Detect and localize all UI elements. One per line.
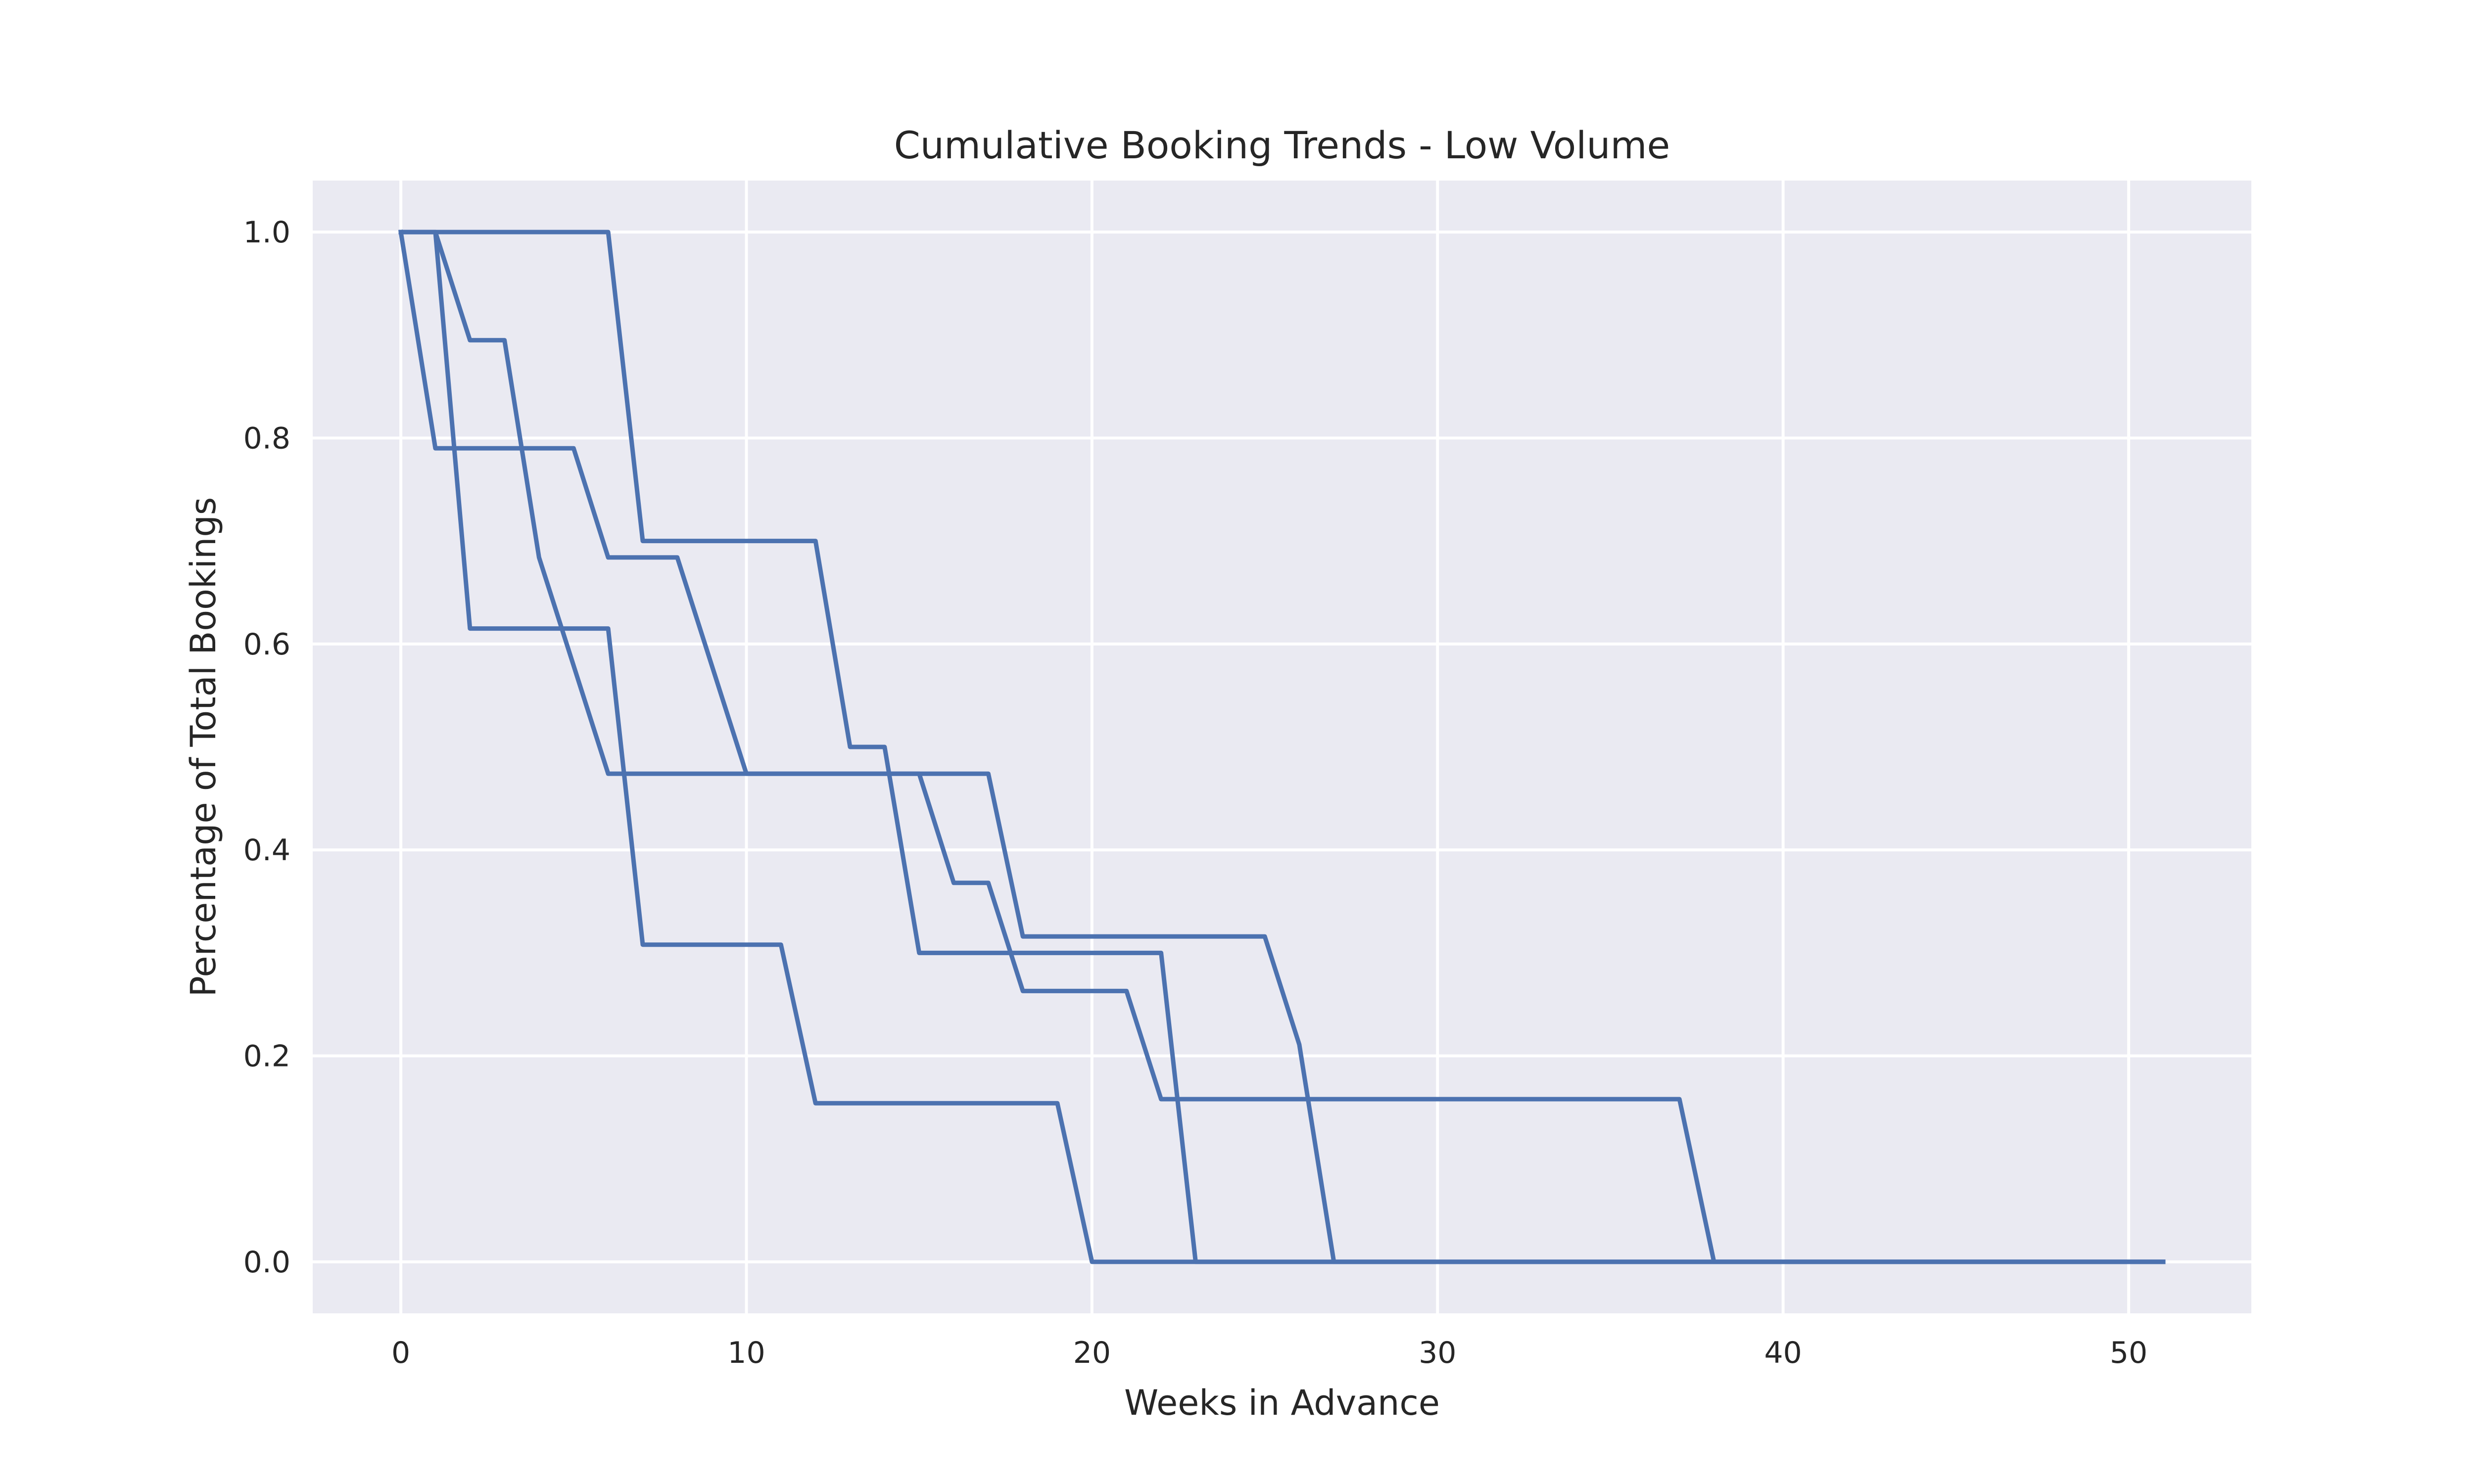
x-axis-label: Weeks in Advance <box>1124 1383 1440 1423</box>
series-line-2 <box>398 230 2166 1264</box>
y-tick-label: 0.6 <box>243 627 290 662</box>
x-axis-ticks: 0 10 20 30 40 50 <box>391 1336 2147 1370</box>
x-tick-label: 10 <box>727 1336 765 1370</box>
y-tick-label: 1.0 <box>243 215 290 250</box>
y-tick-label: 0.2 <box>243 1039 290 1074</box>
y-tick-label: 0.4 <box>243 833 290 868</box>
series-line-4 <box>398 230 2166 1264</box>
y-axis-label: Percentage of Total Bookings <box>183 497 224 997</box>
x-tick-label: 40 <box>1764 1336 1802 1370</box>
y-axis-ticks: 0.0 0.2 0.4 0.6 0.8 1.0 <box>243 215 290 1280</box>
y-tick-label: 0.8 <box>243 421 290 456</box>
chart-title: Cumulative Booking Trends - Low Volume <box>894 123 1670 167</box>
series-line-3 <box>398 230 2166 1264</box>
x-tick-label: 20 <box>1073 1336 1111 1370</box>
x-tick-label: 0 <box>391 1336 410 1370</box>
plot-area <box>313 181 2251 1313</box>
x-tick-label: 30 <box>1419 1336 1456 1370</box>
series-lines <box>398 229 2166 1264</box>
y-tick-label: 0.0 <box>243 1245 290 1280</box>
x-tick-label: 50 <box>2110 1336 2147 1370</box>
